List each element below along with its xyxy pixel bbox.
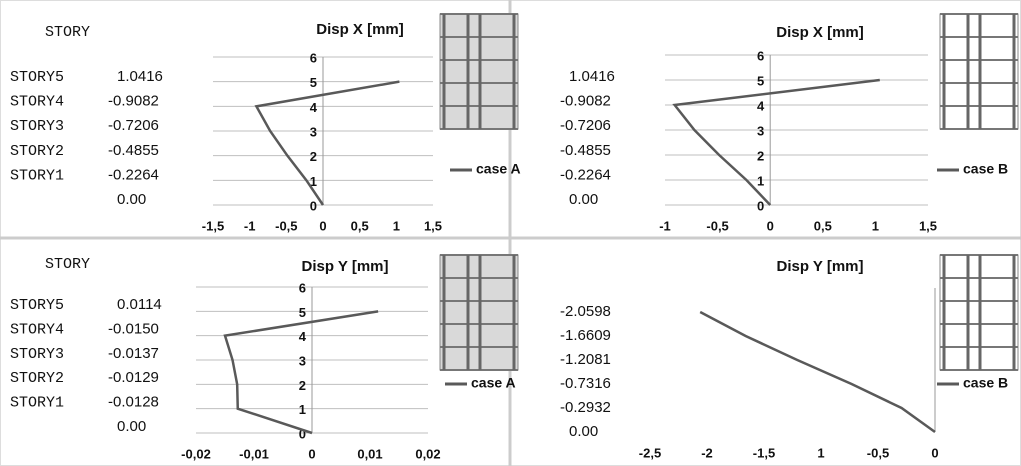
chart-title: Disp X [mm] [776,24,864,41]
value-label: 0.00 [117,191,146,208]
x-tick-label: 0 [931,445,938,460]
chart-title: Disp X [mm] [316,21,404,38]
x-tick-label: 0 [767,218,774,233]
y-tick-label: 6 [299,280,306,295]
x-tick-label: -0,02 [181,446,211,461]
data-line [675,80,880,205]
value-label: -0.7316 [560,375,611,392]
y-tick-label: 6 [757,48,764,63]
value-label: -0.2264 [560,166,611,183]
story-label: STORY3 [10,346,64,363]
story-label: STORY1 [10,395,64,412]
value-label: -0.2932 [560,399,611,416]
story-label: STORY4 [10,321,64,338]
value-label: 0.00 [117,418,146,435]
y-tick-label: 3 [299,353,306,368]
value-label: -0.7206 [560,117,611,134]
story-label: STORY3 [10,118,64,135]
story-label: STORY2 [10,370,64,387]
value-label: -1.6609 [560,327,611,344]
value-label: -0.4855 [108,142,159,159]
y-tick-label: 0 [757,198,764,213]
x-tick-label: -1,5 [202,218,224,233]
structure-thumbnail [940,255,1018,370]
x-tick-label: 1 [872,218,879,233]
x-tick-label: -2,5 [639,445,661,460]
value-label: -0.9082 [560,93,611,110]
y-tick-label: 2 [757,148,764,163]
x-tick-label: -0,5 [706,218,728,233]
value-label: -0.7206 [108,117,159,134]
y-tick-label: 3 [310,124,317,139]
x-tick-label: 0,5 [814,218,832,233]
value-label: 0.00 [569,423,598,440]
value-label: 0.0114 [117,296,162,313]
x-tick-label: 0,01 [357,446,382,461]
x-tick-label: -1,5 [753,445,775,460]
y-tick-label: 3 [757,123,764,138]
y-tick-label: 1 [299,402,306,417]
table-header: STORY [45,24,90,41]
x-tick-label: -0,5 [275,218,297,233]
y-tick-label: 2 [310,149,317,164]
y-tick-label: 4 [310,100,318,115]
legend-label: case B [963,375,1008,391]
value-label: -0.2264 [108,166,159,183]
value-label: 1.0416 [117,68,163,85]
story-label: STORY1 [10,167,64,184]
y-tick-label: 5 [757,73,764,88]
figure: 0 1 2 3 4 5 6 -1,5 -1 -0,5 0 0,5 1 1,5 Disp X [mm] STOR… [0,0,1021,466]
x-tick-label: 0,5 [351,218,369,233]
value-label: 0.00 [569,191,598,208]
x-tick-label: -0,5 [867,445,889,460]
x-tick-label: 1 [817,445,824,460]
x-tick-label: 0 [308,446,315,461]
chart-title: Disp Y [mm] [302,258,389,275]
y-tick-label: 6 [310,50,317,65]
value-label: -0.0128 [108,394,159,411]
table-header: STORY [45,256,90,273]
panel: -2,5 -2 -1,5 1 -0,5 0 Disp Y [mm] 0.00 -0.2932 -0… [560,255,1018,460]
x-tick-label: -0,01 [239,446,269,461]
value-label: 1.0416 [569,68,615,85]
data-line [256,82,399,205]
x-tick-label: 0,02 [415,446,440,461]
value-label: -0.4855 [560,142,611,159]
structure-thumbnail [440,255,518,370]
y-tick-label: 4 [299,329,307,344]
story-label: STORY5 [10,69,64,86]
value-label: -1.2081 [560,351,611,368]
x-tick-label: -1 [244,218,256,233]
y-tick-label: 4 [757,98,765,113]
x-tick-label: 0 [319,218,326,233]
data-line [700,312,935,432]
x-tick-label: 1 [393,218,400,233]
story-label: STORY5 [10,297,64,314]
story-label: STORY2 [10,143,64,160]
y-tick-label: 5 [299,305,306,320]
x-tick-label: 1,5 [424,218,442,233]
story-label: STORY4 [10,94,64,111]
legend-label: case A [476,161,521,177]
structure-thumbnail [440,14,518,129]
legend-label: case B [963,161,1008,177]
value-label: -0.0137 [108,345,159,362]
y-tick-label: 1 [757,173,764,188]
value-label: -2.0598 [560,303,611,320]
y-tick-label: 0 [310,198,317,213]
chart-title: Disp Y [mm] [777,258,864,275]
x-tick-label: -2 [701,445,713,460]
structure-thumbnail [940,14,1018,129]
panel: 0 1 2 3 4 5 6 -1 -0,5 0 0,5 1 1,5 Disp X [mm] 0.00 -0.2… [560,14,1018,233]
y-tick-label: 2 [299,378,306,393]
y-tick-label: 5 [310,75,317,90]
x-tick-label: -1 [659,218,671,233]
value-label: -0.0150 [108,320,159,337]
x-tick-label: 1,5 [919,218,937,233]
value-label: -0.0129 [108,369,159,386]
legend-label: case A [471,375,516,391]
value-label: -0.9082 [108,93,159,110]
